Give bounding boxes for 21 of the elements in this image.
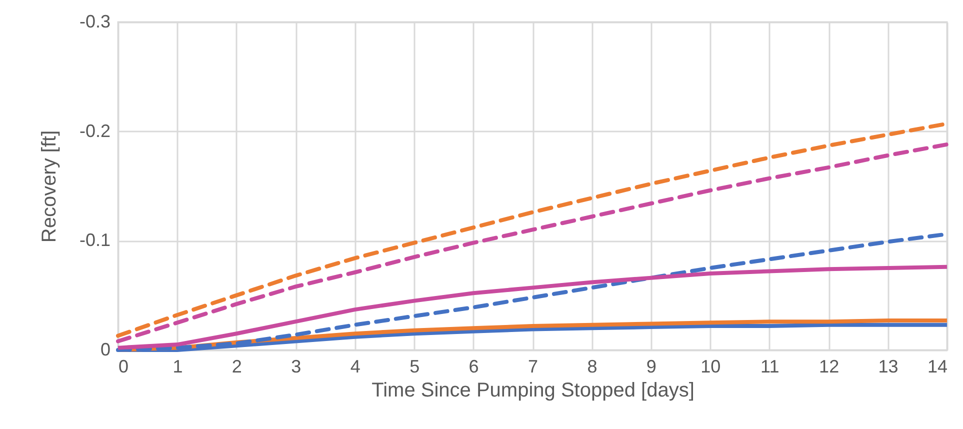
x-tick-label: 13: [878, 356, 898, 376]
y-tick-label: -0.1: [79, 230, 110, 250]
x-tick-label: 12: [819, 356, 840, 376]
x-tick-label: 6: [468, 356, 479, 376]
x-tick-label: 4: [350, 356, 360, 376]
y-tick-label: 0: [100, 340, 110, 360]
x-tick-label: 14: [927, 356, 948, 376]
x-tick-label: 2: [232, 356, 242, 376]
x-tick-label: 0: [118, 356, 129, 376]
x-tick-label: 7: [528, 356, 538, 376]
x-tick-label: 3: [291, 356, 302, 376]
x-tick-label: 5: [410, 356, 420, 376]
y-axis-title: Recovery [ft]: [38, 130, 60, 243]
y-tick-label: -0.3: [79, 12, 110, 32]
x-tick-label: 8: [587, 356, 598, 376]
x-axis-title: Time Since Pumping Stopped [days]: [372, 380, 694, 402]
x-tick-label: 10: [700, 356, 721, 376]
x-tick-label: 1: [172, 356, 183, 376]
x-tick-label: 11: [760, 356, 780, 376]
x-tick-label: 9: [646, 356, 656, 376]
y-tick-label: -0.2: [79, 120, 110, 141]
